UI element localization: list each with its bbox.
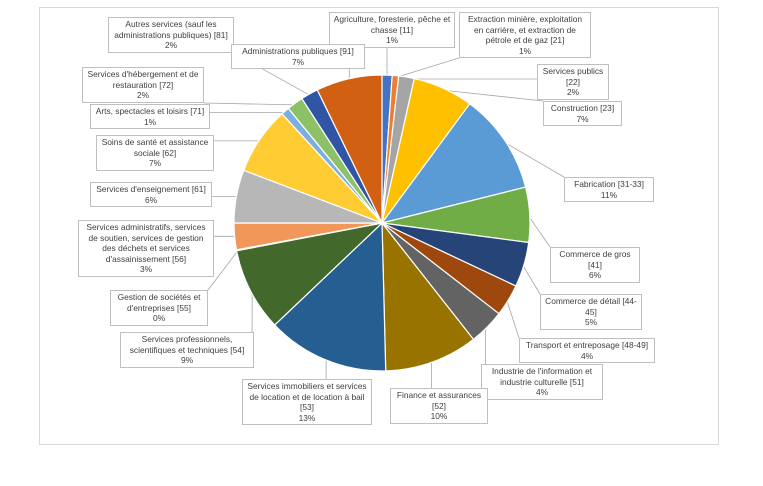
slice-label: Arts, spectacles et loisirs [71]: [95, 106, 205, 116]
data-label: Commerce de gros [41] 6%: [550, 247, 640, 283]
pie-slice: [273, 221, 387, 372]
slice-percent: 3%: [139, 264, 153, 275]
slice-label: Commerce de gros [41]: [559, 249, 631, 270]
slice-percent: 1%: [385, 35, 399, 46]
data-label: Commerce de détail [44-45] 5%: [540, 294, 642, 330]
slice-percent: 2%: [566, 87, 580, 98]
data-label: Arts, spectacles et loisirs [71] 1%: [90, 104, 210, 130]
slice-label: Transport et entreposage [48-49]: [525, 340, 649, 350]
pie-slice: [235, 222, 384, 326]
leader-line: [506, 299, 520, 339]
slice-percent: 9%: [180, 355, 194, 366]
slice-label: Services publics [22]: [542, 66, 604, 87]
leader-lines: [203, 48, 565, 388]
data-label: Services immobiliers et services de loca…: [242, 379, 372, 426]
leader-line: [207, 249, 239, 291]
data-label: Fabrication [31-33] 11%: [564, 177, 654, 203]
leader-line: [442, 89, 544, 102]
data-label: Administrations publiques [91] 7%: [231, 44, 365, 70]
data-label: Industrie de l'information et industrie …: [481, 364, 603, 400]
slice-label: Finance et assurances [52]: [396, 390, 482, 411]
data-label: Services publics [22] 2%: [537, 64, 609, 100]
slice-label: Services immobiliers et services de loca…: [247, 381, 367, 413]
data-label: Services d'enseignement [61] 6%: [90, 182, 212, 208]
slice-percent: 1%: [143, 116, 157, 127]
data-label: Soins de santé et assistance sociale [62…: [96, 135, 214, 171]
slice-label: Commerce de détail [44-45]: [545, 296, 637, 317]
leader-line: [395, 57, 460, 78]
data-label: Autres services (sauf les administration…: [108, 17, 234, 53]
slice-percent: 13%: [298, 412, 316, 423]
pie-slice: [381, 221, 475, 372]
slice-label: Gestion de sociétés et d'entreprises [55…: [117, 292, 201, 313]
slice-percent: 1%: [518, 45, 532, 56]
pie-slice: [380, 102, 527, 224]
pie-chart: [203, 48, 565, 388]
slice-label: Soins de santé et assistance sociale [62…: [101, 137, 209, 158]
slice-label: Services d'enseignement [61]: [96, 184, 206, 194]
slice-label: Fabrication [31-33]: [574, 179, 644, 189]
slice-label: Services d'hébergement et de restauratio…: [87, 69, 199, 90]
slice-percent: 10%: [430, 411, 448, 422]
data-label: Extraction minière, exploitation en carr…: [459, 12, 591, 59]
leader-line: [527, 214, 551, 248]
slice-percent: 4%: [535, 387, 549, 398]
slice-percent: 11%: [600, 189, 618, 200]
slice-percent: 6%: [144, 194, 158, 205]
slice-percent: 2%: [164, 40, 178, 51]
data-label: Agriculture, foresterie, pêche et chasse…: [329, 12, 455, 48]
data-label: Services professionnels, scientifiques e…: [120, 332, 254, 368]
slice-percent: 0%: [152, 313, 166, 324]
slice-percent: 4%: [580, 350, 594, 361]
slice-percent: 5%: [584, 317, 598, 328]
data-label: Gestion de sociétés et d'entreprises [55…: [110, 290, 208, 326]
slice-label: Services administratifs, services de sou…: [86, 222, 206, 264]
slice-label: Industrie de l'information et industrie …: [491, 366, 593, 387]
slice-label: Agriculture, foresterie, pêche et chasse…: [333, 14, 451, 35]
slice-percent: 7%: [291, 56, 305, 67]
data-label: Services administratifs, services de sou…: [78, 220, 214, 277]
pie-slice: [316, 74, 383, 224]
data-label: Services d'hébergement et de restauratio…: [82, 67, 204, 103]
slice-label: Extraction minière, exploitation en carr…: [467, 14, 583, 46]
chart-area: Agriculture, foresterie, pêche et chasse…: [39, 7, 719, 445]
data-label: Construction [23] 7%: [543, 101, 622, 127]
slice-percent: 6%: [588, 270, 602, 281]
slice-label: Administrations publiques [91]: [242, 46, 354, 56]
slice-percent: 2%: [136, 90, 150, 101]
data-label: Finance et assurances [52] 10%: [390, 388, 488, 424]
slice-label: Construction [23]: [550, 103, 615, 113]
slice-percent: 7%: [148, 158, 162, 169]
leader-line: [503, 141, 565, 178]
data-label: Transport et entreposage [48-49] 4%: [519, 338, 655, 364]
slice-percent: 7%: [576, 113, 589, 124]
pie-slices: [233, 74, 531, 372]
slice-label: Services professionnels, scientifiques e…: [129, 334, 245, 355]
leader-line: [521, 263, 541, 295]
slice-label: Autres services (sauf les administration…: [114, 19, 228, 40]
leader-line: [203, 102, 297, 106]
